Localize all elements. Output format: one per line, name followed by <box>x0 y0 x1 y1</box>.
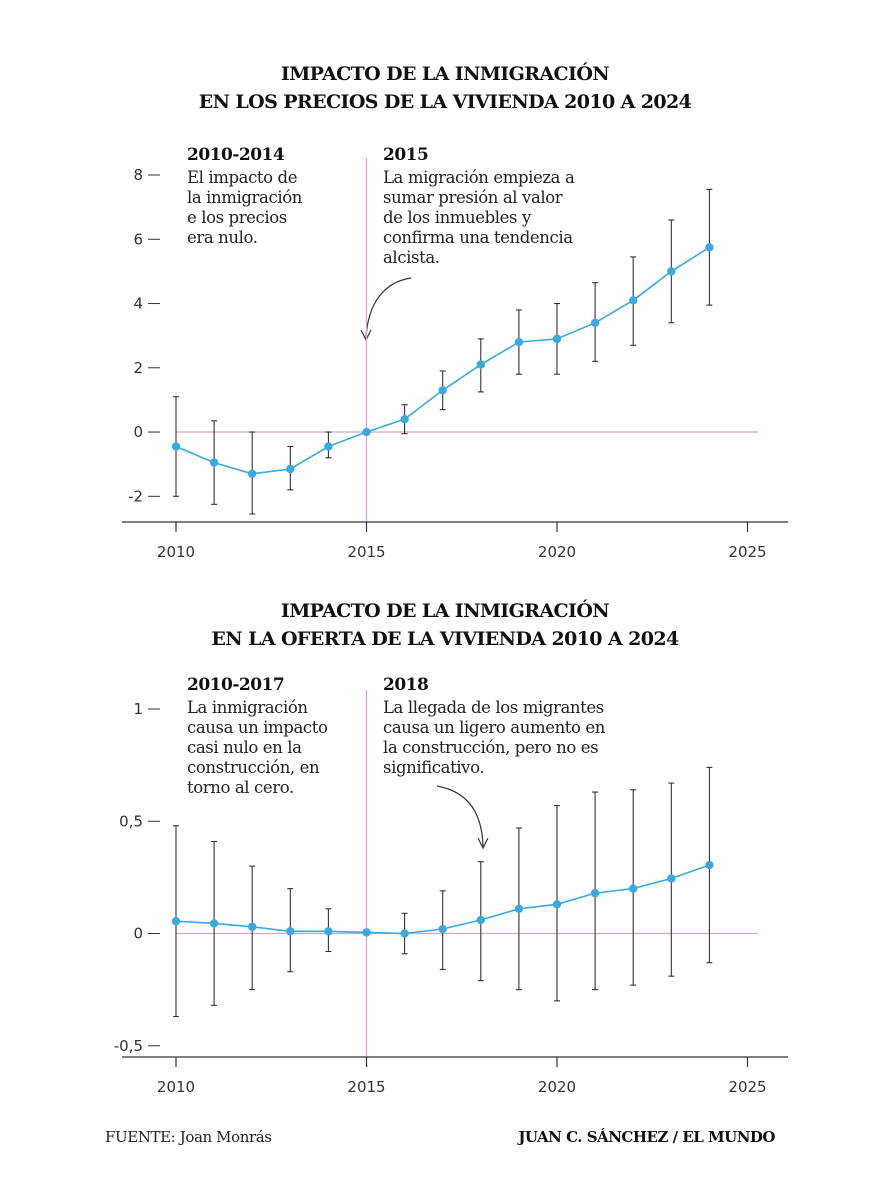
data-point <box>286 465 294 473</box>
chart-housing-supply: IMPACTO DE LA INMIGRACIÓN EN LA OFERTA D… <box>114 599 788 1096</box>
x-tick-label: 2015 <box>347 543 385 561</box>
data-point <box>210 458 218 466</box>
chart-title-line-1: IMPACTO DE LA INMIGRACIÓN <box>281 62 609 85</box>
data-point <box>667 874 675 882</box>
data-point <box>362 428 370 436</box>
annotation-text-right-4: significativo. <box>383 758 484 777</box>
annotation-text-left-4: era nulo. <box>187 228 258 247</box>
data-point <box>324 927 332 935</box>
data-point <box>629 296 637 304</box>
annotation-text-right-2: causa un ligero aumento en <box>383 718 606 737</box>
annotation-arrow <box>437 786 483 846</box>
y-tick-label: -0,5 <box>114 1037 143 1055</box>
annotation-text-left-3: e los precios <box>187 208 287 227</box>
annotation-text-left-5: torno al cero. <box>187 778 294 797</box>
annotation-text-left-4: construcción, en <box>187 758 320 777</box>
data-point <box>362 928 370 936</box>
data-point <box>210 919 218 927</box>
data-point <box>591 889 599 897</box>
data-point <box>439 925 447 933</box>
source-note: FUENTE: Joan Monrás <box>105 1128 272 1146</box>
annotation-text-right-3: la construcción, pero no es <box>383 738 598 757</box>
annotation-text-right-3: de los inmuebles y <box>383 208 532 227</box>
x-tick-label: 2015 <box>347 1078 385 1096</box>
data-point <box>553 335 561 343</box>
data-point <box>439 386 447 394</box>
chart-title-line-2: EN LA OFERTA DE LA VIVIENDA 2010 A 2024 <box>211 628 679 650</box>
annotation-text-left-1: El impacto de <box>187 168 297 187</box>
data-point <box>515 905 523 913</box>
data-point <box>515 338 523 346</box>
x-tick-label: 2020 <box>538 543 576 561</box>
annotation-heading-right: 2015 <box>383 145 428 165</box>
annotation-text-right-5: alcista. <box>383 248 440 267</box>
x-tick-label: 2025 <box>728 1078 766 1096</box>
data-point <box>248 923 256 931</box>
data-point <box>477 916 485 924</box>
chart-title-line-2: EN LOS PRECIOS DE LA VIVIENDA 2010 A 202… <box>199 91 692 113</box>
data-point <box>705 861 713 869</box>
data-point <box>400 415 408 423</box>
data-point <box>172 917 180 925</box>
data-point <box>286 927 294 935</box>
data-point <box>324 442 332 450</box>
y-tick-label: 1 <box>133 700 143 718</box>
data-point <box>629 884 637 892</box>
credit-note: JUAN C. SÁNCHEZ / EL MUNDO <box>516 1128 775 1146</box>
y-tick-label: 0 <box>133 925 143 943</box>
annotation-text-left-1: La inmigración <box>187 698 308 717</box>
data-point <box>477 360 485 368</box>
data-point <box>248 470 256 478</box>
annotation-arrow <box>366 278 411 338</box>
x-tick-label: 2020 <box>538 1078 576 1096</box>
chart-title-line-1: IMPACTO DE LA INMIGRACIÓN <box>281 599 609 622</box>
series-line <box>176 247 709 473</box>
annotation-text-right-2: sumar presión al valor <box>383 188 563 207</box>
chart-housing-prices: IMPACTO DE LA INMIGRACIÓN EN LOS PRECIOS… <box>122 62 788 561</box>
y-tick-label: 4 <box>133 295 143 313</box>
annotation-text-right-1: La llegada de los migrantes <box>383 698 604 717</box>
data-point <box>553 900 561 908</box>
data-point <box>400 929 408 937</box>
annotation-text-right-4: confirma una tendencia <box>383 228 573 247</box>
x-tick-label: 2025 <box>728 543 766 561</box>
annotation-heading-left: 2010-2017 <box>187 675 284 695</box>
x-tick-label: 2010 <box>157 543 195 561</box>
annotation-text-left-3: casi nulo en la <box>187 738 302 757</box>
x-tick-label: 2010 <box>157 1078 195 1096</box>
y-tick-label: -2 <box>128 487 143 505</box>
data-point <box>591 319 599 327</box>
data-point <box>667 267 675 275</box>
annotation-heading-right: 2018 <box>383 675 428 695</box>
y-tick-label: 0,5 <box>119 812 143 830</box>
annotation-text-left-2: la inmigración <box>187 188 303 207</box>
data-point <box>172 442 180 450</box>
annotation-text-left-2: causa un impacto <box>187 718 328 737</box>
annotation-text-right-1: La migración empieza a <box>383 168 575 187</box>
data-point <box>705 243 713 251</box>
y-tick-label: 6 <box>133 230 143 248</box>
y-tick-label: 0 <box>133 423 143 441</box>
annotation-heading-left: 2010-2014 <box>187 145 285 165</box>
y-tick-label: 2 <box>133 359 143 377</box>
y-tick-label: 8 <box>133 166 143 184</box>
